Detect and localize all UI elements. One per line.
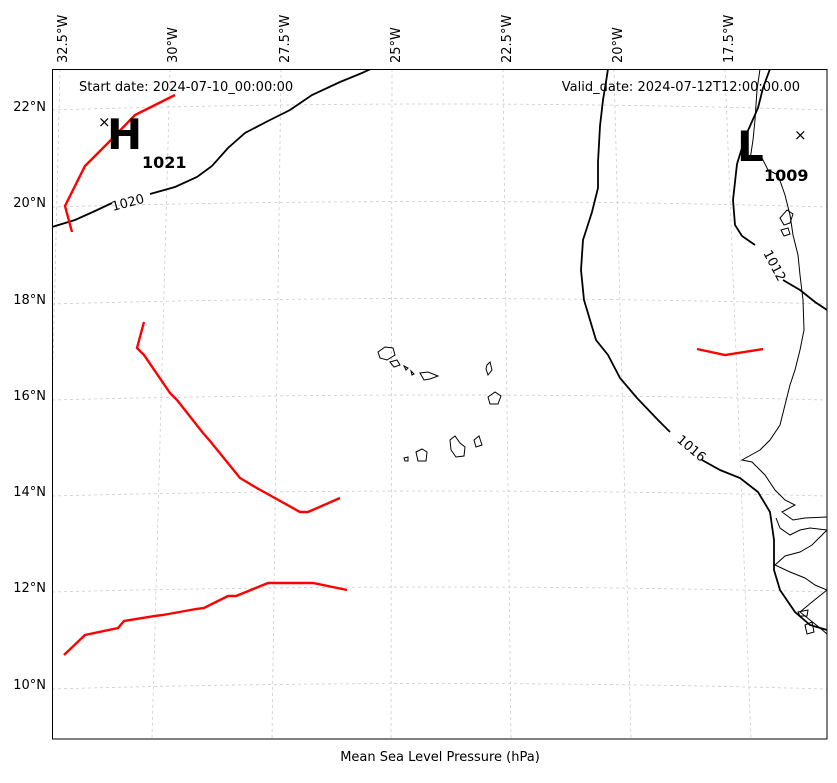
low-pressure-value: 1009: [764, 166, 809, 185]
pressure-systems: × H 1021 × L 1009: [98, 110, 809, 185]
isobar-1012: [732, 69, 827, 311]
lon-tick-17-5w: 17.5°W: [722, 15, 737, 63]
map-frame: [52, 69, 828, 740]
lon-tick-30w: 30°W: [166, 27, 181, 63]
start-date-label: Start date: 2024-07-10_00:00:00: [79, 80, 293, 95]
lon-tick-25w: 25°W: [389, 27, 404, 63]
lon-tick-27-5w: 27.5°W: [278, 15, 293, 63]
isobar-label-1012: 1012: [759, 248, 788, 284]
lat-tick-12n: 12°N: [13, 581, 46, 596]
cape-verde-islands: [377, 346, 502, 462]
front-1: [63, 93, 176, 233]
lat-tick-10n: 10°N: [13, 678, 46, 693]
high-center-marker: ×: [98, 113, 111, 131]
isobars: [52, 69, 827, 631]
valid-date-label: Valid_date: 2024-07-12T12:00:00.00: [562, 80, 800, 95]
low-center-marker: ×: [794, 126, 807, 144]
offshore-island-a: [779, 209, 794, 226]
latitude-tick-labels: 22°N 20°N 18°N 16°N 14°N 12°N 10°N: [13, 100, 46, 693]
lon-tick-20w: 20°W: [611, 27, 626, 63]
high-pressure-letter: H: [107, 110, 142, 159]
fronts: [63, 93, 764, 656]
front-3: [63, 581, 348, 656]
offshore-island-d: [804, 621, 815, 635]
x-axis-label: Mean Sea Level Pressure (hPa): [340, 750, 540, 765]
lon-tick-32-5w: 32.5°W: [56, 15, 71, 63]
lat-tick-20n: 20°N: [13, 196, 46, 211]
lat-tick-18n: 18°N: [13, 293, 46, 308]
low-pressure-letter: L: [737, 122, 764, 171]
lat-tick-16n: 16°N: [13, 389, 46, 404]
offshore-island-c: [797, 609, 809, 617]
graticule: [52, 69, 827, 739]
front-2: [135, 321, 341, 514]
isobar-label-1020: 1020: [110, 192, 146, 215]
front-4: [696, 347, 764, 357]
longitude-tick-labels: 32.5°W 30°W 27.5°W 25°W 22.5°W 20°W 17.5…: [56, 15, 737, 63]
lon-tick-22-5w: 22.5°W: [500, 15, 515, 63]
offshore-island-b: [780, 227, 791, 237]
lat-tick-14n: 14°N: [13, 485, 46, 500]
isobar-1020: [52, 69, 373, 228]
africa-coast-upper: [740, 69, 827, 521]
isobar-labels: 1020 1016 1012: [110, 192, 788, 466]
coastlines: [740, 69, 827, 635]
high-pressure-value: 1021: [142, 153, 187, 172]
lat-tick-22n: 22°N: [13, 100, 46, 115]
